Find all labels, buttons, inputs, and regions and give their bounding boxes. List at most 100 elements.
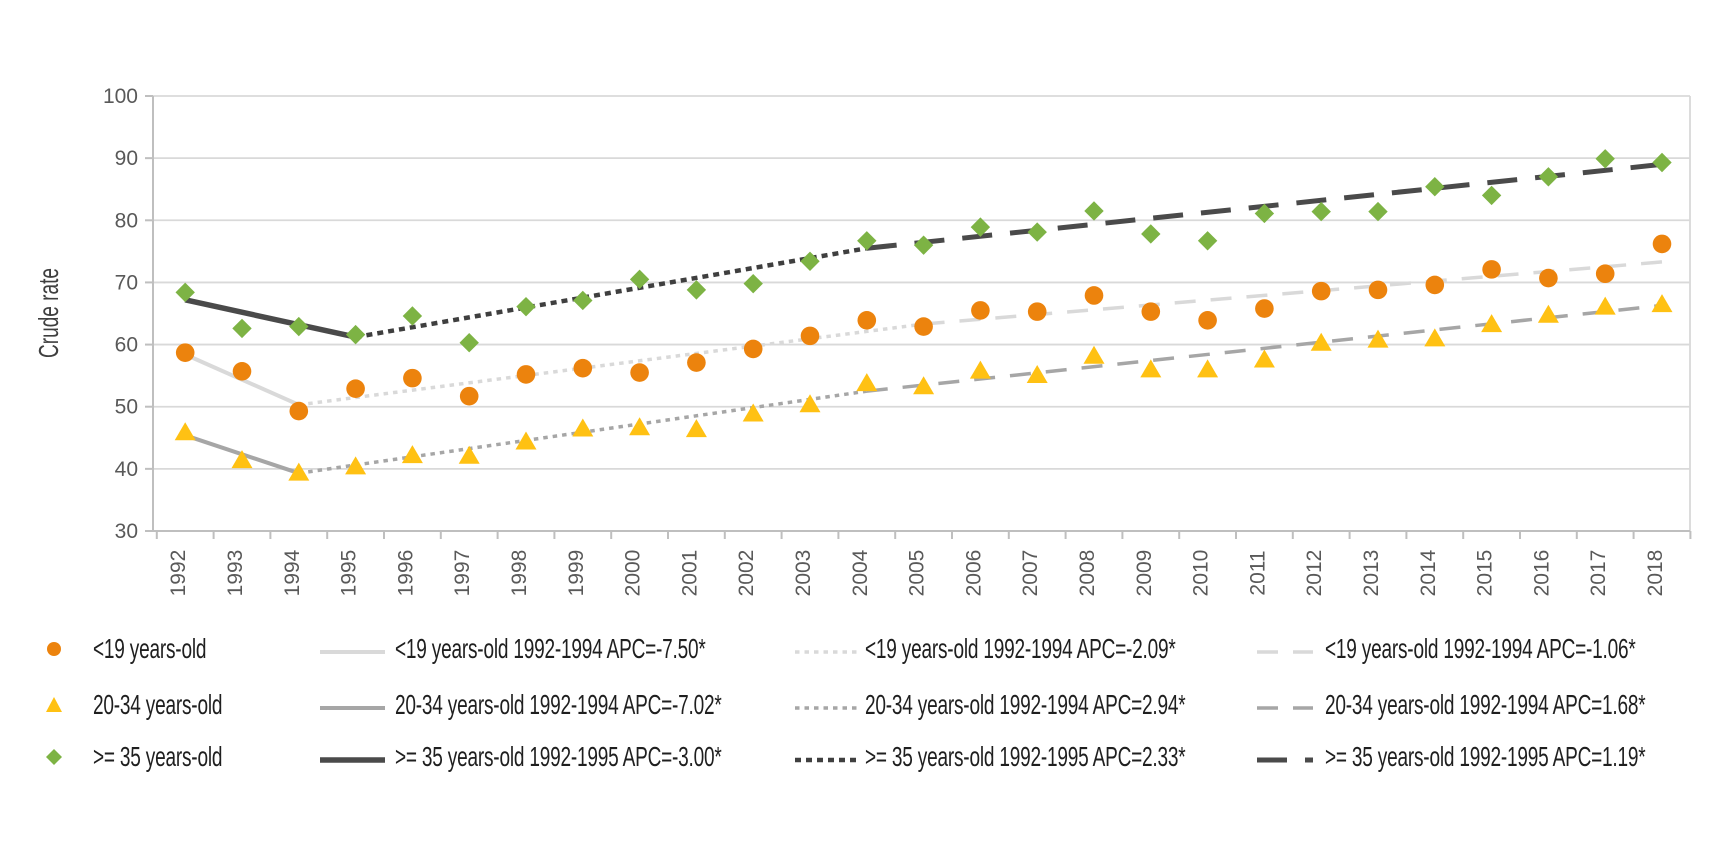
- x-tick-label-1995: 1995: [338, 550, 361, 597]
- x-tick-label-1994: 1994: [281, 549, 304, 596]
- data-point-triangle-1992: [174, 422, 196, 441]
- data-point-circle-2007: [1027, 302, 1047, 321]
- data-point-diamond-1996: [402, 306, 423, 326]
- data-point-diamond-2004: [857, 231, 877, 251]
- data-point-diamond-2013: [1368, 201, 1388, 222]
- data-point-diamond-1997: [459, 333, 479, 353]
- data-point-triangle-2018: [1651, 294, 1673, 313]
- x-tick-label-1993: 1993: [224, 550, 247, 597]
- x-tick-label-2007: 2007: [1019, 550, 1042, 597]
- data-point-triangle-2015: [1481, 314, 1503, 333]
- data-point-triangle-2008: [1083, 345, 1105, 364]
- data-point-triangle-2007: [1026, 365, 1048, 384]
- x-tick-label-2016: 2016: [1530, 550, 1553, 597]
- y-tick-label-50: 50: [115, 396, 138, 419]
- data-point-diamond-2015: [1481, 185, 1502, 206]
- data-point-diamond-2005: [913, 235, 934, 255]
- x-tick-label-1996: 1996: [394, 550, 417, 597]
- data-point-circle-2015: [1482, 260, 1501, 279]
- trendline-solid-6: [184, 297, 357, 340]
- data-point-circle-2008: [1084, 286, 1104, 305]
- data-point-diamond-2001: [686, 280, 707, 300]
- data-point-circle-2011: [1255, 299, 1274, 318]
- y-tick-label-100: 100: [103, 85, 138, 108]
- data-point-triangle-2016: [1537, 304, 1559, 323]
- x-tick-label-1992: 1992: [167, 550, 190, 597]
- data-point-triangle-2003: [799, 394, 821, 413]
- x-tick-label-2003: 2003: [792, 550, 815, 597]
- data-point-circle-2014: [1425, 275, 1445, 295]
- data-point-diamond-1999: [573, 290, 593, 311]
- trendline-longdash-5: [866, 303, 1663, 393]
- y-tick-label-90: 90: [115, 147, 138, 170]
- data-point-diamond-2009: [1141, 224, 1161, 244]
- y-axis-title: Crude rate: [33, 268, 65, 358]
- x-tick-label-2018: 2018: [1644, 550, 1667, 597]
- data-point-triangle-1996: [401, 445, 423, 464]
- data-point-circle-1992: [175, 343, 195, 362]
- data-point-triangle-1993: [231, 450, 253, 469]
- data-point-circle-2005: [914, 317, 933, 336]
- data-point-triangle-2006: [969, 360, 991, 379]
- data-point-circle-1996: [403, 368, 422, 388]
- x-tick-label-2014: 2014: [1417, 549, 1440, 596]
- data-point-triangle-2004: [856, 373, 878, 392]
- x-tick-label-2017: 2017: [1587, 550, 1610, 597]
- y-tick-label-70: 70: [115, 271, 138, 294]
- y-tick-label-30: 30: [115, 520, 138, 543]
- data-point-diamond-2000: [629, 269, 650, 290]
- data-point-circle-1994: [289, 401, 309, 421]
- x-tick-label-2006: 2006: [962, 550, 985, 597]
- x-tick-label-2002: 2002: [735, 550, 758, 597]
- data-point-triangle-2013: [1367, 329, 1389, 348]
- data-point-circle-2009: [1141, 302, 1161, 321]
- data-point-diamond-2017: [1595, 149, 1615, 169]
- x-tick-label-2005: 2005: [906, 550, 929, 597]
- data-point-circle-2017: [1595, 264, 1615, 284]
- data-point-diamond-1995: [345, 324, 366, 345]
- trendline-longdash-2: [923, 260, 1663, 326]
- data-point-triangle-1997: [458, 445, 480, 464]
- x-tick-label-2009: 2009: [1133, 550, 1156, 597]
- x-tick-label-2008: 2008: [1076, 550, 1099, 597]
- data-point-diamond-2007: [1027, 222, 1047, 242]
- data-point-triangle-2012: [1310, 332, 1332, 351]
- data-point-triangle-2010: [1197, 359, 1219, 378]
- data-point-diamond-1994: [289, 316, 309, 337]
- data-point-diamond-2002: [743, 273, 763, 294]
- data-point-circle-2004: [857, 311, 877, 330]
- data-point-circle-2012: [1311, 281, 1331, 301]
- data-point-circle-1997: [459, 386, 479, 406]
- data-point-triangle-2005: [913, 376, 935, 395]
- data-point-diamond-1998: [516, 296, 536, 317]
- y-tick-label-60: 60: [115, 334, 138, 357]
- data-point-triangle-2009: [1140, 359, 1162, 378]
- data-point-circle-2013: [1368, 280, 1388, 300]
- x-tick-label-2004: 2004: [849, 549, 872, 596]
- data-point-triangle-1999: [572, 418, 594, 437]
- trendline-dotted-7: [355, 246, 868, 340]
- data-point-triangle-2014: [1424, 328, 1446, 347]
- y-tick-label-40: 40: [115, 458, 138, 481]
- data-point-circle-1995: [346, 379, 365, 398]
- trendline-dotted-1: [298, 322, 924, 407]
- data-point-diamond-2014: [1425, 177, 1445, 197]
- x-tick-label-2000: 2000: [622, 550, 645, 597]
- data-point-diamond-2016: [1538, 167, 1559, 187]
- data-point-diamond-2011: [1254, 203, 1275, 224]
- data-point-circle-2001: [687, 353, 706, 372]
- data-point-diamond-1993: [232, 318, 252, 339]
- x-tick-label-1999: 1999: [565, 550, 588, 597]
- data-point-diamond-1992: [175, 282, 195, 303]
- data-point-circle-1993: [232, 361, 252, 381]
- data-point-diamond-2003: [800, 251, 820, 271]
- x-tick-label-2010: 2010: [1190, 550, 1213, 597]
- data-point-triangle-2002: [742, 403, 764, 422]
- data-point-diamond-2012: [1311, 201, 1331, 222]
- data-point-circle-2003: [800, 326, 820, 346]
- data-point-triangle-1998: [515, 431, 537, 450]
- data-point-circle-2000: [630, 363, 649, 382]
- data-point-circle-2018: [1652, 234, 1672, 254]
